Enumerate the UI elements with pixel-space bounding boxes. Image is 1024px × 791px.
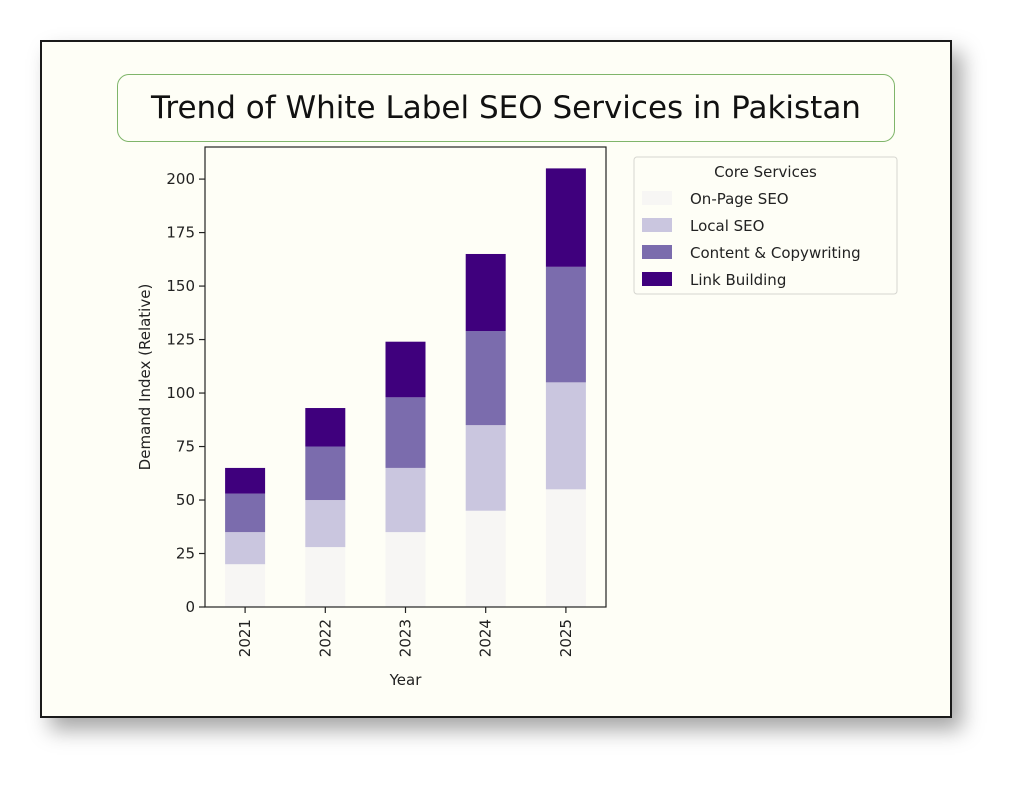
- y-tick-label: 200: [166, 170, 195, 188]
- y-tick-label: 175: [166, 224, 195, 242]
- bar-2021-link-building: [225, 467, 266, 494]
- bar-2023-on-page-seo: [385, 532, 426, 607]
- bar-2025-link-building: [545, 168, 586, 267]
- legend-swatch: [642, 218, 672, 232]
- bar-2023-content-copywriting: [385, 397, 426, 468]
- x-tick-label: 2024: [477, 619, 495, 657]
- bar-2022-link-building: [305, 408, 346, 447]
- legend-box: [633, 156, 898, 295]
- y-axis: 0 25 50 75 100 125 150 175 200: [166, 170, 205, 616]
- y-tick-label: 100: [166, 384, 195, 402]
- y-tick-label: 150: [166, 277, 195, 295]
- bar-2023-local-seo: [385, 467, 426, 533]
- x-tick-label: 2021: [236, 619, 254, 657]
- y-tick-label: 25: [176, 545, 195, 563]
- chart-title-box: Trend of White Label SEO Services in Pak…: [117, 74, 895, 142]
- bar-2024-local-seo: [465, 425, 506, 511]
- bar-2025-local-seo: [545, 382, 586, 490]
- y-tick-label: 50: [176, 491, 195, 509]
- bar-2022-local-seo: [305, 500, 346, 548]
- bar-2022-on-page-seo: [305, 547, 346, 607]
- bars-layer: [225, 168, 586, 607]
- legend-title: Core Services: [714, 163, 817, 181]
- bar-2021-on-page-seo: [225, 564, 266, 607]
- bar-2024-link-building: [465, 253, 506, 331]
- legend-entry-label: Local SEO: [690, 217, 764, 235]
- legend: Core Services On-Page SEO Local SEO Conten…: [633, 156, 898, 295]
- bar-2021-content-copywriting: [225, 493, 266, 533]
- y-tick-label: 75: [176, 438, 195, 456]
- x-tick-label: 2023: [397, 619, 415, 657]
- legend-swatch: [642, 191, 672, 205]
- x-tick-label: 2025: [557, 619, 575, 657]
- bar-2024-on-page-seo: [465, 510, 506, 607]
- x-axis-label: Year: [389, 671, 423, 689]
- legend-entry-label: On-Page SEO: [690, 190, 789, 208]
- y-axis-label: Demand Index (Relative): [136, 284, 154, 471]
- chart-title: Trend of White Label SEO Services in Pak…: [151, 90, 861, 126]
- bar-2023-link-building: [385, 341, 426, 398]
- bar-2021-local-seo: [225, 532, 266, 565]
- legend-entry-label: Link Building: [690, 271, 786, 289]
- bar-2025-content-copywriting: [545, 266, 586, 383]
- bar-2025-on-page-seo: [545, 489, 586, 607]
- legend-swatch: [642, 245, 672, 259]
- x-tick-label: 2022: [316, 619, 334, 657]
- legend-entry-label: Content & Copywriting: [690, 244, 861, 262]
- x-axis: 2021 2022 2023 2024 2025: [236, 607, 575, 657]
- bar-2022-content-copywriting: [305, 446, 346, 501]
- bar-2024-content-copywriting: [465, 331, 506, 426]
- y-tick-label: 0: [185, 598, 195, 616]
- legend-swatch: [642, 272, 672, 286]
- y-tick-label: 125: [166, 331, 195, 349]
